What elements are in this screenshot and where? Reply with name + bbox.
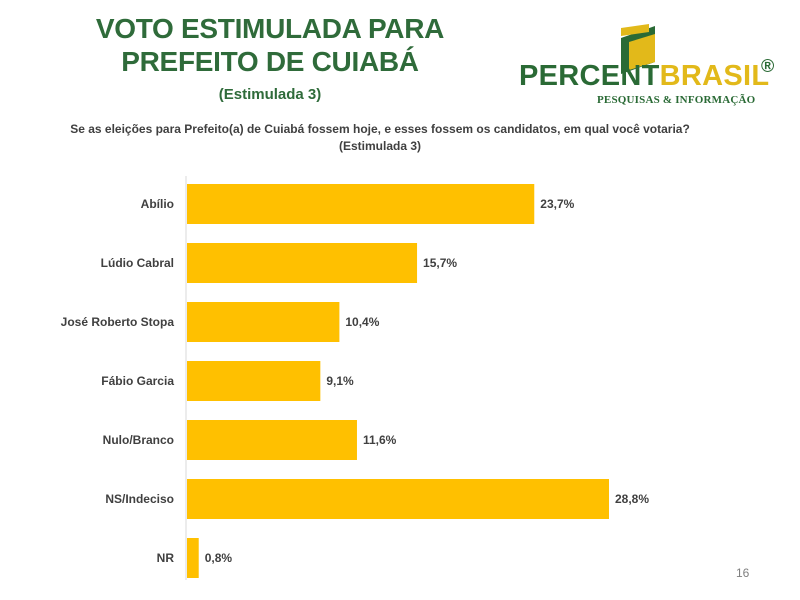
page-number: 16 xyxy=(736,566,750,580)
data-label: 28,8% xyxy=(615,492,649,506)
data-label: 23,7% xyxy=(540,197,574,211)
title-line-2: PREFEITO DE CUIABÁ xyxy=(121,46,419,77)
bar xyxy=(187,420,357,460)
category-label: Abílio xyxy=(141,197,174,211)
category-label: NS/Indeciso xyxy=(105,492,174,506)
data-label: 10,4% xyxy=(345,315,379,329)
logo-tagline: PESQUISAS & INFORMAÇÃO xyxy=(597,94,756,106)
category-label: NR xyxy=(157,551,175,565)
percentbrasil-logo: PERCENTBRASIL ® PESQUISAS & INFORMAÇÃO xyxy=(515,18,785,110)
bar xyxy=(187,302,340,342)
bar-chart: Abílio 23,7% Lúdio Cabral 15,7% José Roberto… xyxy=(61,176,649,580)
data-label: 0,8% xyxy=(205,551,233,565)
data-label: 15,7% xyxy=(423,256,457,270)
bar xyxy=(187,243,418,283)
bar xyxy=(187,361,321,401)
category-label: Nulo/Branco xyxy=(103,433,174,447)
logo-flag-icon xyxy=(621,24,655,74)
bar xyxy=(187,538,199,578)
bar xyxy=(187,479,609,519)
logo-part-2: BRASIL xyxy=(659,60,770,92)
registered-mark: ® xyxy=(761,56,775,76)
title-line-1: VOTO ESTIMULADA PARA xyxy=(95,13,445,44)
category-label: José Roberto Stopa xyxy=(61,315,175,329)
bar xyxy=(187,184,535,224)
data-label: 9,1% xyxy=(326,374,354,388)
category-label: Lúdio Cabral xyxy=(101,256,174,270)
logo-part-1: PERCENT xyxy=(519,60,660,92)
page-title: VOTO ESTIMULADA PARA PREFEITO DE CUIABÁ xyxy=(60,12,480,78)
survey-question: Se as eleições para Prefeito(a) de Cuiab… xyxy=(70,122,690,153)
page-subtitle: (Estimulada 3) xyxy=(218,86,322,103)
data-label: 11,6% xyxy=(363,433,397,447)
logo-wordmark: PERCENTBRASIL xyxy=(519,60,769,93)
category-label: Fábio Garcia xyxy=(101,374,174,388)
